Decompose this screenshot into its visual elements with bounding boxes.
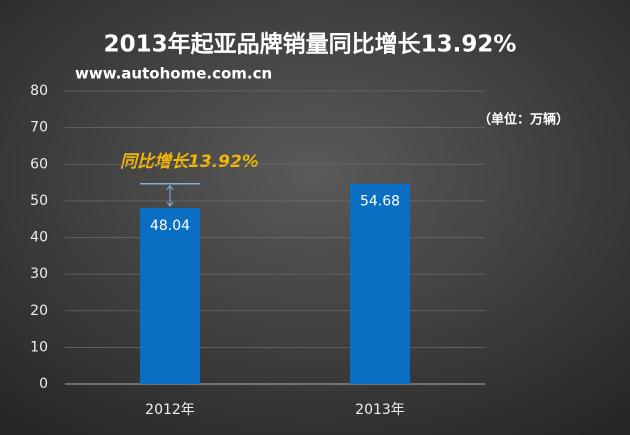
value-label: 54.68 xyxy=(360,194,400,210)
bar xyxy=(140,208,200,384)
chart-title: 2013年起亚品牌销量同比增长13.92% xyxy=(104,31,517,58)
value-label: 48.04 xyxy=(150,218,190,234)
y-tick-label: 0 xyxy=(39,376,48,392)
chart-subtitle: www.autohome.com.cn xyxy=(75,65,272,83)
y-tick-label: 60 xyxy=(30,156,48,172)
x-tick-label: 2012年 xyxy=(145,402,195,418)
y-tick-label: 30 xyxy=(30,266,48,282)
bar xyxy=(350,183,410,384)
y-tick-label: 70 xyxy=(30,120,48,136)
y-tick-label: 10 xyxy=(30,339,48,355)
arrow-head xyxy=(166,184,174,207)
annotation: 同比增长13.92% xyxy=(120,152,259,172)
y-tick-label: 80 xyxy=(30,83,48,99)
x-tick-label: 2013年 xyxy=(355,402,405,418)
y-tick-label: 50 xyxy=(30,193,48,209)
y-tick-label: 40 xyxy=(30,230,48,246)
y-tick-label: 20 xyxy=(30,303,48,319)
unit-label: （单位：万辆） xyxy=(478,112,569,128)
